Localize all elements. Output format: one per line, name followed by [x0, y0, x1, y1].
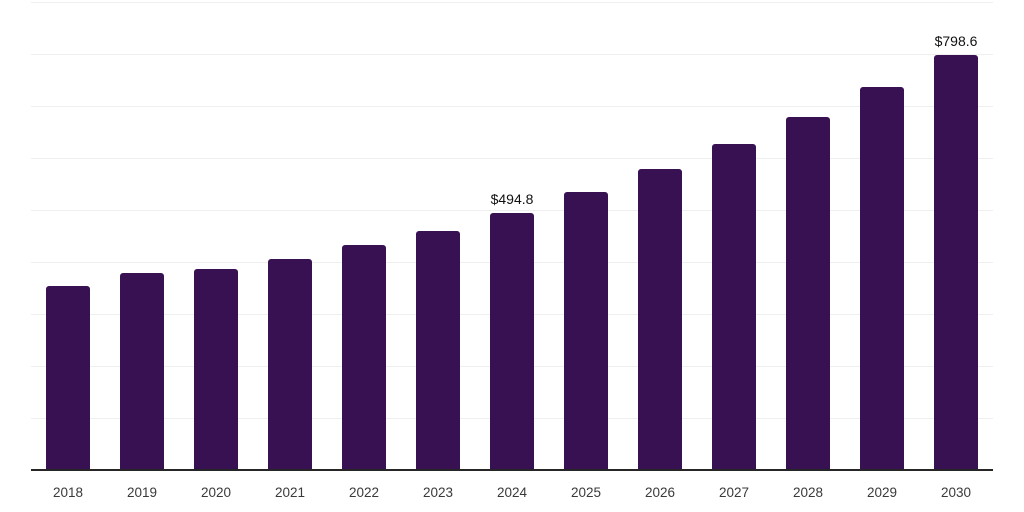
bar-group-2019 — [105, 2, 179, 470]
bar-group-2018 — [31, 2, 105, 470]
bar-2029[interactable] — [860, 87, 904, 470]
plot-area: $494.8 $798.6 — [31, 2, 993, 470]
bar-2024[interactable] — [490, 213, 534, 470]
bar-group-2020 — [179, 2, 253, 470]
gridline — [31, 2, 993, 3]
bar-value-label-2024: $494.8 — [490, 191, 534, 207]
x-tick-label-2020: 2020 — [200, 485, 232, 500]
bar-group-2022 — [327, 2, 401, 470]
x-tick-label-2025: 2025 — [570, 485, 602, 500]
gridline — [31, 106, 993, 107]
bar-2030[interactable] — [934, 55, 978, 470]
bar-2023[interactable] — [416, 231, 460, 470]
bar-2018[interactable] — [46, 286, 90, 470]
x-tick-label-2029: 2029 — [866, 485, 898, 500]
bar-group-2029 — [845, 2, 919, 470]
x-tick-label-2028: 2028 — [792, 485, 824, 500]
bar-2025[interactable] — [564, 192, 608, 470]
bar-group-2023 — [401, 2, 475, 470]
bar-2028[interactable] — [786, 117, 830, 470]
bar-2026[interactable] — [638, 169, 682, 470]
x-tick-label-2030: 2030 — [940, 485, 972, 500]
x-tick-label-2023: 2023 — [422, 485, 454, 500]
x-tick-label-2024: 2024 — [496, 485, 528, 500]
bar-group-2027 — [697, 2, 771, 470]
bar-group-2021 — [253, 2, 327, 470]
gridline — [31, 54, 993, 55]
gridline — [31, 210, 993, 211]
bar-group-2028 — [771, 2, 845, 470]
bar-group-2025 — [549, 2, 623, 470]
x-axis-tick-labels: 2018 2019 2020 2021 2022 2023 2024 2025 2026 2027… — [31, 484, 993, 502]
gridline — [31, 158, 993, 159]
bars-layer: $494.8 $798.6 — [31, 2, 993, 470]
bar-2020[interactable] — [194, 269, 238, 470]
bar-group-2026 — [623, 2, 697, 470]
x-axis-line — [31, 469, 993, 471]
bar-2021[interactable] — [268, 259, 312, 470]
bar-value-label-2030: $798.6 — [934, 33, 978, 49]
bar-2022[interactable] — [342, 245, 386, 470]
x-tick-label-2018: 2018 — [52, 485, 84, 500]
x-tick-label-2026: 2026 — [644, 485, 676, 500]
x-tick-label-2019: 2019 — [126, 485, 158, 500]
x-tick-label-2022: 2022 — [348, 485, 380, 500]
bar-2019[interactable] — [120, 273, 164, 470]
x-tick-label-2021: 2021 — [274, 485, 306, 500]
x-tick-label-2027: 2027 — [718, 485, 750, 500]
bar-group-2024: $494.8 — [475, 2, 549, 470]
bar-2027[interactable] — [712, 144, 756, 470]
bar-group-2030: $798.6 — [919, 2, 993, 470]
